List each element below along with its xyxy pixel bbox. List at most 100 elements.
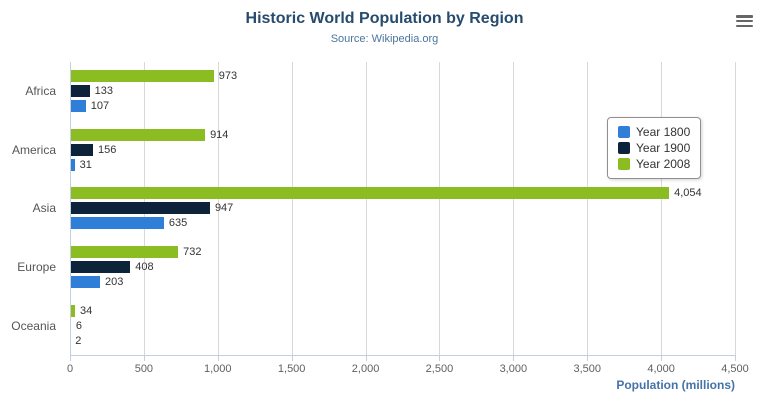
bar-value-label: 732 — [183, 246, 202, 259]
category-label-europe: Europe — [17, 260, 56, 275]
gridline — [365, 62, 367, 355]
bar-value-label: 31 — [79, 158, 92, 171]
bar-year-1800-europe[interactable] — [70, 276, 100, 289]
bar-year-1900-europe[interactable] — [70, 261, 131, 274]
x-axis-tick-label: 1,500 — [277, 363, 306, 375]
bar-line: 6 — [70, 319, 735, 332]
bar-year-2008-asia[interactable] — [70, 187, 670, 200]
x-axis-tick-label: 4,000 — [647, 363, 675, 375]
chart-title: Historic World Population by Region — [245, 10, 524, 27]
bar-year-2008-africa[interactable] — [70, 70, 214, 83]
x-axis-tick — [143, 356, 145, 361]
legend-swatch-icon — [618, 158, 630, 170]
legend-label: Year 1900 — [636, 141, 691, 155]
bar-value-label: 914 — [210, 128, 229, 141]
x-axis-tick — [735, 356, 736, 361]
x-axis-tick — [365, 356, 367, 361]
bar-value-label: 133 — [94, 85, 113, 98]
bar-rows-layer: 973 133 107 914 156 31 4,054 947 635 732 408 203 34 6… — [70, 62, 735, 355]
bar-year-1800-africa[interactable] — [70, 100, 86, 113]
legend-label: Year 1800 — [636, 125, 691, 139]
bar-line: 635 — [70, 217, 735, 230]
bar-year-1900-africa[interactable] — [70, 85, 90, 98]
bar-line: 107 — [70, 100, 735, 113]
category-axis-line — [70, 62, 71, 355]
bar-line: 914 — [70, 128, 735, 141]
bar-value-label: 107 — [90, 100, 110, 113]
x-axis-title: Population (millions) — [616, 378, 735, 392]
x-axis-tick — [217, 356, 219, 361]
gridline — [587, 62, 589, 355]
bar-line: 31 — [70, 158, 735, 171]
category-label-africa: Africa — [25, 84, 56, 99]
x-axis-tick — [587, 356, 589, 361]
category-label-asia: Asia — [32, 201, 56, 216]
bar-line: 4,054 — [70, 187, 735, 200]
bar-value-label: 635 — [168, 217, 188, 230]
x-axis-tick-label: 1,000 — [204, 363, 232, 375]
gridline — [661, 62, 663, 355]
bar-line: 973 — [70, 70, 735, 83]
x-axis-tick-label: 500 — [134, 363, 154, 375]
legend-item-year-1800[interactable]: Year 1800 — [618, 124, 690, 140]
gridline — [291, 62, 293, 355]
bar-group-oceania: 34 6 2 — [70, 296, 735, 355]
bar-value-label: 408 — [135, 261, 154, 274]
bar-group-america: 914 156 31 — [70, 121, 735, 180]
bar-line: 156 — [70, 143, 735, 156]
category-axis-labels: Africa America Asia Europe Oceania — [0, 62, 63, 355]
bar-value-label: 6 — [75, 319, 82, 332]
legend-item-year-1900[interactable]: Year 1900 — [618, 140, 690, 156]
category-label-oceania: Oceania — [11, 318, 56, 333]
x-axis-tick — [291, 356, 293, 361]
x-axis-labels: 0 500 1,000 1,500 2,000 2,500 3,000 3,500 4,000 4… — [66, 363, 749, 376]
x-axis-tick — [513, 356, 515, 361]
x-axis-tick — [70, 356, 71, 361]
bar-line: 947 — [70, 202, 735, 215]
legend: Year 1800 Year 1900 Year 2008 — [607, 117, 702, 179]
bar-value-label: 4,054 — [674, 187, 702, 200]
gridline — [735, 62, 736, 355]
bar-year-1800-america[interactable] — [70, 158, 75, 171]
hamburger-menu-icon[interactable] — [736, 15, 753, 27]
bar-year-2008-oceania[interactable] — [70, 304, 76, 317]
bar-value-label: 973 — [218, 70, 238, 83]
bar-value-label: 203 — [104, 276, 124, 289]
x-axis-tick-label: 3,500 — [573, 363, 601, 375]
bar-line: 408 — [70, 261, 735, 274]
bar-group-africa: 973 133 107 — [70, 62, 735, 121]
bar-year-2008-europe[interactable] — [70, 246, 179, 259]
bar-value-label: 2 — [75, 334, 82, 347]
bar-line: 34 — [70, 304, 735, 317]
legend-swatch-icon — [618, 126, 630, 138]
bar-line: 133 — [70, 85, 735, 98]
bar-year-1900-america[interactable] — [70, 143, 94, 156]
bar-line: 732 — [70, 246, 735, 259]
hamburger-bar — [736, 19, 753, 23]
hamburger-bar — [736, 15, 753, 18]
hamburger-bar — [736, 24, 753, 27]
bar-group-asia: 4,054 947 635 — [70, 179, 735, 238]
x-axis-tick-label: 2,000 — [351, 363, 380, 375]
x-axis-tick — [661, 356, 663, 361]
legend-label: Year 2008 — [636, 157, 691, 171]
x-axis-ticks — [70, 356, 736, 361]
x-axis-tick-label: 4,500 — [721, 363, 749, 375]
x-axis-tick-label: 2,500 — [425, 363, 454, 375]
bar-year-2008-america[interactable] — [70, 128, 206, 141]
gridline — [439, 62, 441, 355]
bar-year-1900-asia[interactable] — [70, 202, 210, 215]
bar-year-1800-asia[interactable] — [70, 217, 164, 230]
legend-item-year-2008[interactable]: Year 2008 — [618, 156, 690, 172]
chart-subtitle: Source: Wikipedia.org — [330, 33, 439, 45]
gridline — [217, 62, 219, 355]
gridline — [513, 62, 515, 355]
value-axis-line — [70, 355, 736, 356]
bar-line: 2 — [70, 334, 735, 347]
x-axis-tick-label: 3,000 — [499, 363, 528, 375]
plot-area: 973 133 107 914 156 31 4,054 947 635 732 408 203 34 6… — [70, 62, 736, 355]
bar-value-label: 947 — [214, 202, 234, 215]
x-axis-tick — [439, 356, 441, 361]
x-axis-tick-label: 0 — [66, 363, 74, 375]
